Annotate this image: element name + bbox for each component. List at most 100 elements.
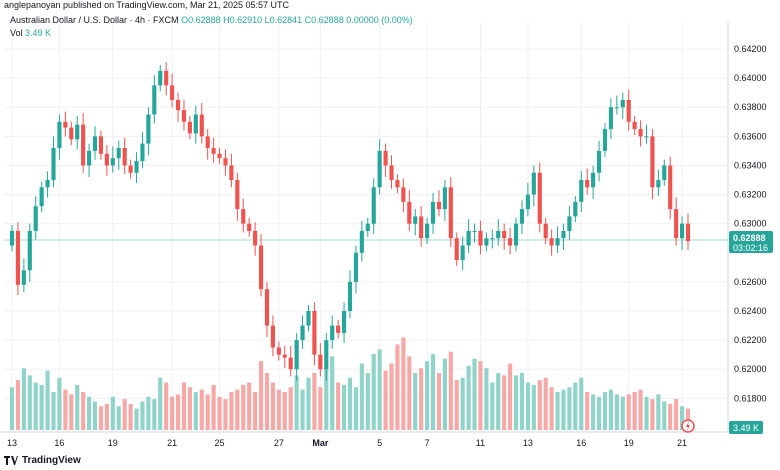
volume-bar	[63, 389, 68, 430]
price-axis: 0.64200 0.64000 0.63800 0.63600 0.63400 0.632…	[727, 22, 767, 432]
candle-body	[175, 99, 181, 111]
candle-body	[140, 143, 145, 162]
candle-body	[395, 180, 400, 188]
volume-bar	[454, 380, 459, 430]
candle-body	[336, 325, 341, 333]
time-tick-label: 21	[677, 438, 687, 448]
candle-body	[330, 325, 335, 341]
volume-bar	[425, 361, 430, 430]
candle-body	[57, 121, 62, 148]
candle-body	[644, 136, 649, 138]
volume-bar	[51, 392, 56, 430]
volume-bar	[27, 375, 32, 430]
volume-bar	[229, 392, 234, 430]
volume-bar	[395, 344, 400, 430]
candle-body	[199, 114, 204, 137]
volume-bar	[484, 368, 489, 430]
candle-body	[288, 357, 293, 370]
candle-body	[525, 194, 530, 210]
volume-bar	[585, 392, 590, 430]
candle-body	[98, 136, 104, 154]
time-tick-label: 13	[523, 438, 533, 448]
volume-bar	[567, 387, 572, 430]
volume-bar	[9, 387, 15, 430]
candle-body	[454, 238, 459, 261]
candle-body	[187, 121, 192, 134]
time-tick-label: 5	[377, 438, 382, 448]
volume-bar	[294, 375, 299, 430]
candle-body	[425, 223, 430, 239]
candle-body	[223, 158, 228, 166]
candle-body	[537, 172, 542, 224]
last-price-tag	[729, 230, 773, 253]
candle-body	[104, 153, 109, 166]
price-tick-label: 0.62000	[734, 364, 767, 374]
candle-body	[128, 165, 133, 173]
volume-bar	[407, 356, 412, 430]
volume-bar	[152, 399, 157, 430]
tradingview-logo-icon	[4, 456, 18, 465]
candle-body	[122, 147, 127, 166]
candle-body	[496, 230, 501, 239]
volume-bar	[525, 382, 530, 430]
volume-bar	[650, 399, 655, 430]
price-tick-label: 0.62600	[734, 277, 767, 287]
volume-bar	[57, 377, 62, 430]
volume-bar	[187, 387, 192, 430]
time-tick-label: 7	[425, 438, 430, 448]
candle-body	[87, 150, 92, 166]
volume-bar	[436, 373, 442, 430]
volume-bar	[116, 406, 121, 430]
volume-bar	[353, 387, 359, 430]
volume-bar	[561, 389, 566, 430]
candle-body	[75, 124, 80, 140]
bar-countdown: 03:02:16	[733, 243, 768, 253]
volume-bar	[122, 399, 127, 430]
volume-bar	[591, 394, 596, 430]
tradingview-footer[interactable]: TradingView	[4, 455, 81, 466]
candle-body	[602, 129, 608, 151]
volume-bar	[247, 382, 252, 430]
candle-body	[33, 206, 38, 231]
volume-bar	[579, 377, 584, 430]
candle-body	[229, 165, 234, 181]
volume-bar	[181, 382, 187, 430]
volume-bar	[537, 380, 542, 430]
last-price-value: 0.62888	[733, 233, 766, 243]
candle-body	[282, 354, 287, 358]
candle-body	[324, 340, 329, 370]
price-tick-label: 0.64200	[734, 44, 767, 54]
price-tick-label: 0.63000	[734, 219, 767, 229]
price-tick-label: 0.64000	[734, 73, 767, 83]
candle-body	[181, 110, 187, 122]
volume-value: 3.49 K	[25, 28, 52, 38]
candle-body	[306, 311, 311, 326]
price-tick-label: 0.63200	[734, 190, 767, 200]
candle-body	[502, 230, 507, 239]
candle-body	[300, 325, 305, 341]
candle-body	[158, 70, 163, 86]
volume-bar	[140, 401, 145, 430]
volume-bar	[359, 363, 364, 430]
time-tick-label: 19	[624, 438, 634, 448]
candle-body	[253, 230, 258, 246]
volume-bar	[211, 384, 216, 430]
candle-body	[614, 107, 619, 109]
volume-bar	[288, 387, 293, 430]
candle-body	[413, 216, 418, 224]
candle-body	[460, 245, 465, 261]
volume-bar	[620, 396, 625, 430]
volume-bar	[638, 389, 643, 430]
volume-label: Vol	[10, 28, 23, 38]
volume-bar	[442, 358, 447, 430]
volume-bar	[555, 392, 560, 430]
volume-bar	[217, 396, 222, 430]
volume-bar	[98, 406, 104, 430]
candle-body	[81, 124, 86, 166]
symbol-title: Australian Dollar / U.S. Dollar · 4h · F…	[10, 15, 179, 25]
publisher-header: anglepanoyan published on TradingView.co…	[4, 0, 290, 10]
candle-body	[389, 165, 394, 181]
candle-body	[45, 180, 50, 188]
candle-body	[383, 150, 388, 166]
